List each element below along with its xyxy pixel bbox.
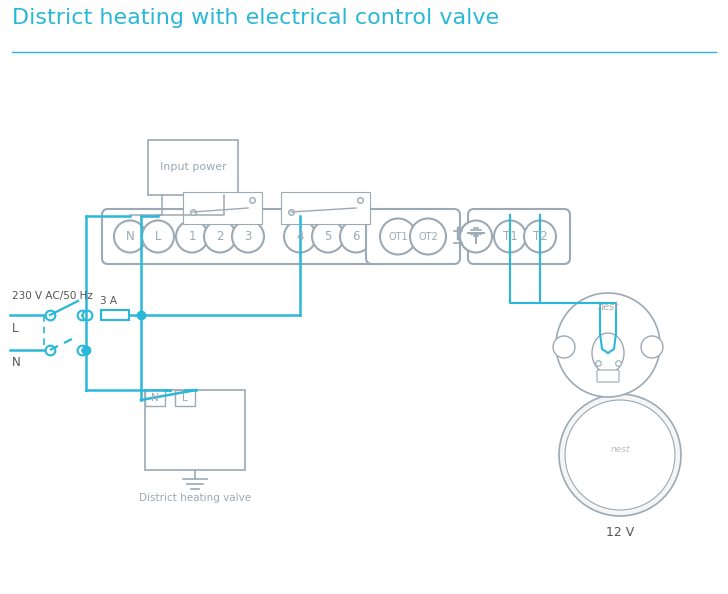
Circle shape bbox=[559, 394, 681, 516]
Circle shape bbox=[312, 220, 344, 252]
Circle shape bbox=[494, 220, 526, 252]
FancyBboxPatch shape bbox=[145, 390, 245, 470]
Text: nest: nest bbox=[598, 302, 619, 312]
Text: 1: 1 bbox=[189, 230, 196, 243]
FancyBboxPatch shape bbox=[175, 390, 195, 406]
Text: 3 A: 3 A bbox=[100, 296, 116, 306]
Text: District heating valve: District heating valve bbox=[139, 493, 251, 503]
Text: Input power: Input power bbox=[159, 163, 226, 172]
Text: nest: nest bbox=[610, 446, 630, 454]
FancyBboxPatch shape bbox=[101, 310, 129, 320]
Text: OT2: OT2 bbox=[418, 232, 438, 242]
Text: N: N bbox=[12, 355, 21, 368]
Ellipse shape bbox=[592, 333, 624, 373]
Text: T2: T2 bbox=[533, 230, 547, 243]
Text: L: L bbox=[155, 230, 161, 243]
FancyBboxPatch shape bbox=[183, 192, 262, 224]
Circle shape bbox=[232, 220, 264, 252]
Circle shape bbox=[553, 336, 575, 358]
Text: T1: T1 bbox=[502, 230, 518, 243]
Circle shape bbox=[340, 220, 372, 252]
Text: L: L bbox=[12, 321, 18, 334]
FancyBboxPatch shape bbox=[597, 370, 619, 382]
Text: N: N bbox=[151, 393, 159, 403]
Circle shape bbox=[565, 400, 675, 510]
FancyBboxPatch shape bbox=[102, 209, 384, 264]
Circle shape bbox=[641, 336, 663, 358]
Text: 12 V: 12 V bbox=[606, 526, 634, 539]
Circle shape bbox=[460, 220, 492, 252]
FancyBboxPatch shape bbox=[468, 209, 570, 264]
Circle shape bbox=[204, 220, 236, 252]
FancyBboxPatch shape bbox=[281, 192, 370, 224]
Circle shape bbox=[176, 220, 208, 252]
Circle shape bbox=[284, 220, 316, 252]
Text: 3: 3 bbox=[245, 230, 252, 243]
Text: OT1: OT1 bbox=[388, 232, 408, 242]
Text: 2: 2 bbox=[216, 230, 223, 243]
Text: 4: 4 bbox=[296, 230, 304, 243]
Circle shape bbox=[556, 293, 660, 397]
FancyBboxPatch shape bbox=[145, 390, 165, 406]
FancyBboxPatch shape bbox=[366, 209, 460, 264]
FancyBboxPatch shape bbox=[148, 140, 238, 195]
Circle shape bbox=[380, 219, 416, 254]
Text: L: L bbox=[182, 393, 188, 403]
Text: 6: 6 bbox=[352, 230, 360, 243]
Circle shape bbox=[114, 220, 146, 252]
Text: N: N bbox=[126, 230, 135, 243]
Text: 5: 5 bbox=[324, 230, 332, 243]
Circle shape bbox=[524, 220, 556, 252]
Text: District heating with electrical control valve: District heating with electrical control… bbox=[12, 8, 499, 28]
Text: 230 V AC/50 Hz: 230 V AC/50 Hz bbox=[12, 291, 93, 301]
Circle shape bbox=[460, 220, 492, 252]
Circle shape bbox=[410, 219, 446, 254]
Circle shape bbox=[142, 220, 174, 252]
